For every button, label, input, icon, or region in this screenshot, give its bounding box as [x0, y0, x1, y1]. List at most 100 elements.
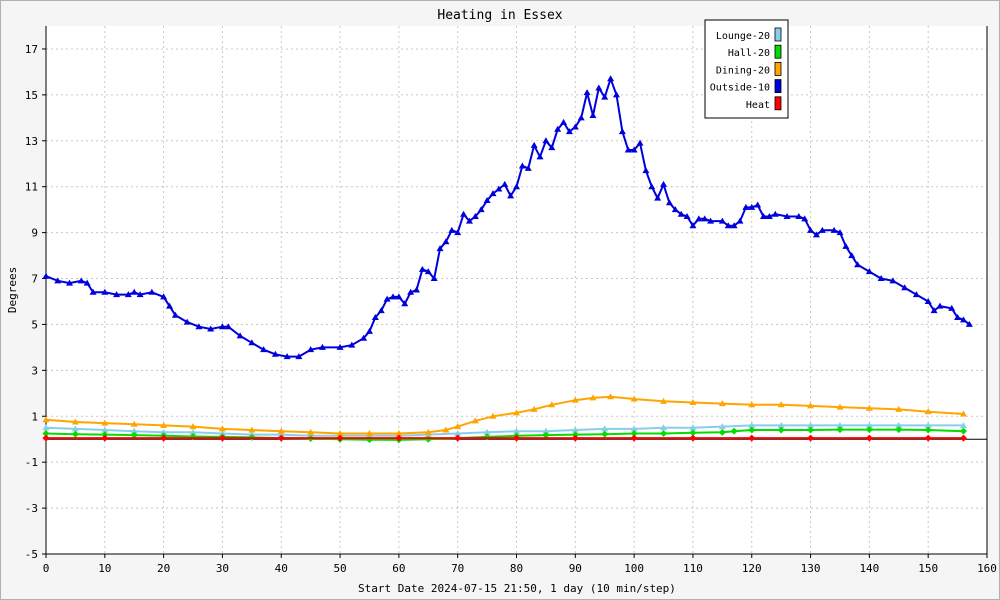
data-point [765, 213, 773, 220]
data-point [924, 421, 932, 428]
legend-swatch [774, 96, 782, 111]
data-point [571, 426, 579, 433]
data-point [71, 430, 79, 438]
data-point [113, 291, 121, 298]
series-group [42, 75, 973, 444]
data-point [630, 395, 638, 402]
data-point [618, 128, 626, 135]
data-point [571, 123, 579, 130]
data-point [307, 346, 315, 353]
data-point [277, 427, 285, 434]
data-point [748, 434, 756, 442]
data-point [418, 265, 426, 272]
data-point [395, 434, 403, 442]
data-point [124, 291, 132, 298]
data-point [607, 393, 615, 400]
y-tick-label: 3 [31, 364, 38, 377]
data-point [513, 427, 520, 434]
data-point [160, 428, 168, 435]
data-point [589, 394, 597, 401]
data-point [630, 434, 638, 442]
data-point [730, 222, 738, 229]
data-point [460, 210, 468, 217]
data-point [371, 314, 379, 321]
data-point [660, 424, 668, 431]
data-point [42, 429, 50, 437]
data-point [865, 404, 873, 411]
data-point [742, 203, 750, 210]
data-point [748, 426, 756, 434]
y-tick-label: 11 [25, 181, 38, 194]
x-tick-label: 10 [98, 562, 111, 575]
data-point [630, 425, 638, 432]
x-tick-label: 160 [977, 562, 997, 575]
x-tick-label: 20 [157, 562, 170, 575]
data-point [948, 304, 956, 311]
data-point [271, 350, 279, 357]
y-tick-label: -1 [25, 456, 38, 469]
data-point [812, 231, 820, 238]
data-point [283, 353, 291, 360]
data-point [495, 185, 503, 192]
data-point [513, 183, 520, 190]
data-point [807, 226, 815, 233]
y-tick-label: 17 [25, 43, 38, 56]
data-point [436, 245, 444, 252]
series-line-dining-20 [45, 395, 964, 435]
data-point [589, 112, 597, 119]
data-point [571, 396, 579, 403]
legend-swatch [774, 27, 782, 42]
data-point [71, 425, 79, 432]
data-point [607, 75, 615, 82]
y-tick-label: -5 [25, 548, 38, 561]
data-point [454, 229, 462, 236]
data-point [395, 429, 403, 436]
data-point [959, 410, 967, 417]
data-point [471, 417, 479, 424]
data-point [171, 311, 179, 318]
data-point [448, 226, 456, 233]
data-point [483, 428, 491, 435]
data-point [718, 217, 726, 224]
data-point [601, 430, 609, 438]
data-point [895, 426, 903, 434]
data-point [413, 286, 421, 293]
x-tick-label: 130 [801, 562, 821, 575]
data-point [218, 323, 226, 330]
data-point [218, 429, 226, 436]
data-point [66, 279, 74, 286]
data-point [507, 192, 515, 199]
data-point [365, 429, 373, 436]
data-point [548, 401, 556, 408]
data-point [624, 146, 632, 153]
legend-swatch [774, 44, 782, 59]
data-point [595, 84, 603, 91]
data-point [224, 323, 232, 330]
data-point [166, 302, 174, 309]
data-point [442, 426, 450, 433]
data-point [959, 316, 967, 323]
data-point [430, 275, 438, 282]
x-tick-label: 60 [392, 562, 405, 575]
series-line-lounge-20 [45, 424, 964, 437]
data-point [760, 213, 768, 220]
data-point [630, 146, 638, 153]
data-point [612, 91, 620, 98]
data-point [912, 291, 920, 298]
data-point [959, 434, 967, 442]
data-point [689, 434, 697, 442]
data-point [660, 429, 668, 437]
y-tick-label: 1 [31, 410, 38, 423]
data-point [630, 429, 638, 437]
data-point [101, 434, 109, 442]
data-point [260, 346, 268, 353]
data-point [730, 427, 738, 435]
data-point [424, 428, 432, 435]
data-point [42, 434, 50, 442]
data-point [689, 222, 697, 229]
data-point [513, 434, 520, 442]
data-point [807, 426, 815, 434]
data-point [701, 215, 709, 222]
data-point [771, 210, 779, 217]
